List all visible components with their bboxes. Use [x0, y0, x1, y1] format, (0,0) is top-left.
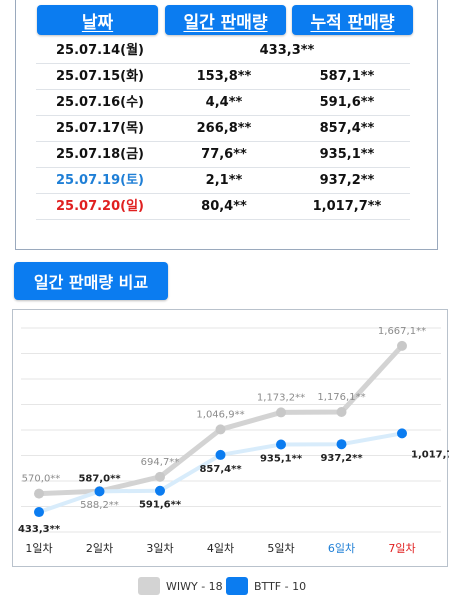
row-daily: 77,6**	[201, 147, 247, 162]
data-label: 570,0**	[22, 474, 61, 485]
row-daily: 266,8**	[196, 121, 252, 136]
row-date: 25.07.18(금)	[56, 147, 144, 162]
row-daily: 80,4**	[201, 199, 247, 214]
data-point-1	[94, 486, 105, 497]
data-label: 694,7**	[141, 457, 180, 468]
line-chart: 570,0** 588,2** 694,7** 1,046,9** 1,173,2** 1…	[18, 326, 449, 555]
legend-label-bttf: BTTF - 10	[254, 579, 307, 593]
data-label: 937,2**	[320, 453, 363, 464]
data-point-1	[276, 439, 286, 450]
data-point-1	[34, 507, 44, 518]
row-date: 25.07.16(수)	[56, 95, 144, 110]
row-date: 25.07.19(토)	[56, 173, 144, 188]
row-date: 25.07.17(목)	[56, 121, 144, 136]
x-tick-label: 1일차	[25, 541, 52, 555]
data-label: 1,173,2**	[257, 392, 305, 403]
data-label: 1,046,9**	[196, 409, 244, 420]
data-label: 588,2**	[80, 500, 119, 511]
data-label: 1,176,1**	[317, 392, 365, 403]
chart-frame: 570,0** 588,2** 694,7** 1,046,9** 1,173,2** 1…	[12, 309, 449, 567]
x-tick-label: 3일차	[146, 541, 173, 555]
sales-table-panel	[15, 0, 438, 250]
data-label: 857,4**	[199, 464, 242, 475]
row-date: 25.07.14(월)	[56, 43, 144, 58]
data-point-0	[276, 407, 286, 418]
header-date: 날짜	[37, 5, 158, 35]
table-row: 25.07.19(토) 2,1** 937,2**	[36, 168, 410, 194]
data-point-1	[155, 485, 165, 496]
legend-bttf: BTTF - 10	[226, 576, 306, 596]
row-cumulative: 935,1**	[319, 147, 375, 162]
data-label: 587,0**	[78, 473, 121, 484]
table-row: 25.07.17(목) 266,8** 857,4**	[36, 116, 410, 142]
data-label: 433,3**	[18, 524, 61, 535]
row-cumulative: 591,6**	[319, 95, 375, 110]
x-tick-label: 6일차	[328, 541, 355, 555]
table-row: 25.07.16(수) 4,4** 591,6**	[36, 90, 410, 116]
data-label: 591,6**	[139, 500, 182, 511]
x-tick-label: 4일차	[207, 541, 234, 555]
x-tick-label: 5일차	[267, 541, 294, 555]
row-cumulative: 937,2**	[319, 173, 375, 188]
data-point-1	[215, 449, 226, 460]
data-label: 1,667,1**	[378, 326, 426, 337]
data-point-1	[397, 428, 407, 439]
row-daily: 153,8**	[196, 69, 252, 84]
data-point-0	[155, 471, 165, 482]
row-cumulative: 857,4**	[319, 121, 375, 136]
data-point-0	[34, 488, 44, 499]
row-date: 25.07.15(화)	[56, 69, 144, 84]
row-cumulative: 1,017,7**	[312, 199, 382, 214]
table-row: 25.07.14(월) 433,3**	[36, 38, 410, 64]
legend-wiwy: WIWY - 18	[138, 576, 223, 596]
data-point-0	[397, 340, 407, 351]
header-cumulative-sales: 누적 판매량	[292, 5, 413, 35]
row-merged-value: 433,3**	[259, 43, 315, 58]
row-daily: 4,4**	[205, 95, 243, 110]
row-daily: 2,1**	[205, 173, 243, 188]
x-tick-label: 7일차	[388, 541, 415, 555]
legend-swatch-bttf	[226, 577, 248, 595]
data-label: 1,017,7**	[411, 449, 449, 460]
data-label: 935,1**	[260, 453, 303, 464]
legend-swatch-wiwy	[138, 577, 160, 595]
row-cumulative: 587,1**	[319, 69, 375, 84]
data-point-0	[215, 424, 226, 435]
data-point-0	[336, 407, 347, 418]
header-daily-sales: 일간 판매량	[165, 5, 286, 35]
x-tick-label: 2일차	[86, 541, 113, 555]
table-row: 25.07.18(금) 77,6** 935,1**	[36, 142, 410, 168]
section-title: 일간 판매량 비교	[14, 262, 168, 300]
table-row: 25.07.20(일) 80,4** 1,017,7**	[36, 194, 410, 220]
table-row: 25.07.15(화) 153,8** 587,1**	[36, 64, 410, 90]
legend-label-wiwy: WIWY - 18	[166, 579, 223, 593]
row-date: 25.07.20(일)	[56, 199, 144, 214]
data-point-1	[336, 439, 347, 450]
